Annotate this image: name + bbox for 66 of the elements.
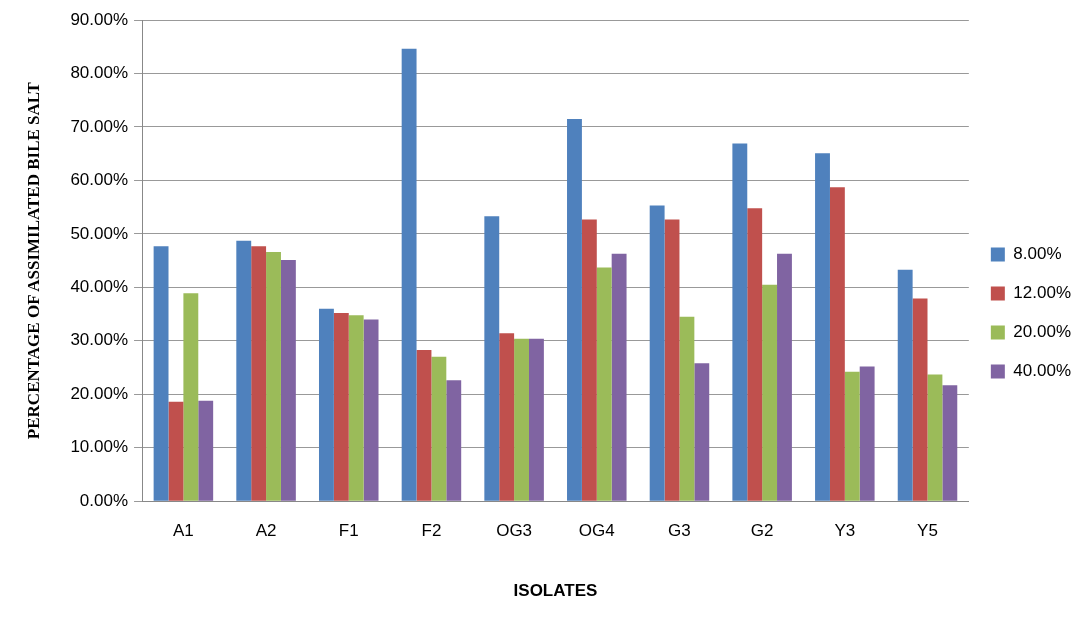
bar bbox=[528, 338, 544, 501]
y-tick-label: 60.00% bbox=[70, 170, 129, 190]
y-axis-title: PERCENTAGE OF ASSIMILATED BILE SALT bbox=[23, 81, 43, 440]
bar bbox=[664, 219, 680, 501]
bar bbox=[266, 252, 281, 501]
bar bbox=[446, 380, 462, 501]
bar bbox=[912, 298, 928, 501]
y-tick-label: 10.00% bbox=[70, 437, 129, 457]
bar bbox=[183, 293, 199, 501]
x-tick-label: F2 bbox=[421, 521, 442, 541]
y-tick-label: 30.00% bbox=[70, 330, 129, 350]
bar bbox=[153, 246, 169, 501]
bar bbox=[401, 48, 417, 501]
x-tick-label: OG3 bbox=[496, 521, 533, 541]
bar bbox=[732, 143, 748, 501]
bar bbox=[859, 366, 875, 501]
bar bbox=[431, 356, 447, 501]
bar bbox=[581, 219, 597, 501]
bar bbox=[694, 363, 710, 501]
x-tick-label: A1 bbox=[173, 521, 194, 541]
y-tick-label: 20.00% bbox=[70, 383, 129, 403]
bar bbox=[815, 153, 830, 501]
y-tick-label: 0.00% bbox=[79, 490, 129, 510]
bar bbox=[844, 371, 860, 501]
bar bbox=[514, 338, 529, 501]
y-tick-label: 90.00% bbox=[70, 9, 129, 29]
legend-label: 8.00% bbox=[1013, 244, 1062, 264]
bar bbox=[348, 315, 364, 501]
legend-label: 20.00% bbox=[1013, 322, 1072, 342]
bar bbox=[762, 284, 778, 501]
bar bbox=[777, 253, 792, 501]
bar bbox=[499, 333, 515, 501]
bar bbox=[942, 385, 958, 501]
x-tick-label: A2 bbox=[255, 521, 277, 541]
x-tick-label: Y3 bbox=[834, 521, 856, 541]
x-tick-label: G3 bbox=[668, 521, 691, 541]
bar bbox=[897, 269, 913, 501]
bar bbox=[416, 349, 432, 501]
bar bbox=[611, 253, 627, 501]
bar bbox=[679, 316, 695, 501]
bar bbox=[280, 260, 296, 501]
bar bbox=[168, 401, 184, 501]
bar bbox=[198, 400, 214, 501]
x-tick-label: F1 bbox=[338, 521, 359, 541]
x-tick-label: Y5 bbox=[917, 521, 938, 541]
bar bbox=[318, 308, 334, 501]
bar bbox=[363, 319, 379, 501]
legend-label: 12.00% bbox=[1013, 283, 1072, 303]
bar bbox=[747, 208, 763, 501]
bar bbox=[927, 374, 943, 501]
y-tick-label: 40.00% bbox=[70, 277, 129, 297]
bar bbox=[596, 267, 612, 501]
x-tick-label: G2 bbox=[750, 521, 774, 541]
bar bbox=[333, 313, 349, 501]
x-tick-label: OG4 bbox=[578, 521, 615, 541]
legend-label: 40.00% bbox=[1013, 361, 1072, 381]
bar bbox=[251, 246, 267, 501]
bar bbox=[484, 216, 500, 501]
x-axis-title: ISOLATES bbox=[513, 581, 598, 601]
bar bbox=[649, 205, 665, 501]
y-tick-label: 80.00% bbox=[70, 63, 129, 83]
y-tick-label: 50.00% bbox=[70, 223, 129, 243]
bar bbox=[829, 187, 845, 501]
bar bbox=[236, 240, 252, 501]
bar bbox=[567, 118, 582, 501]
y-tick-label: 70.00% bbox=[70, 116, 129, 136]
